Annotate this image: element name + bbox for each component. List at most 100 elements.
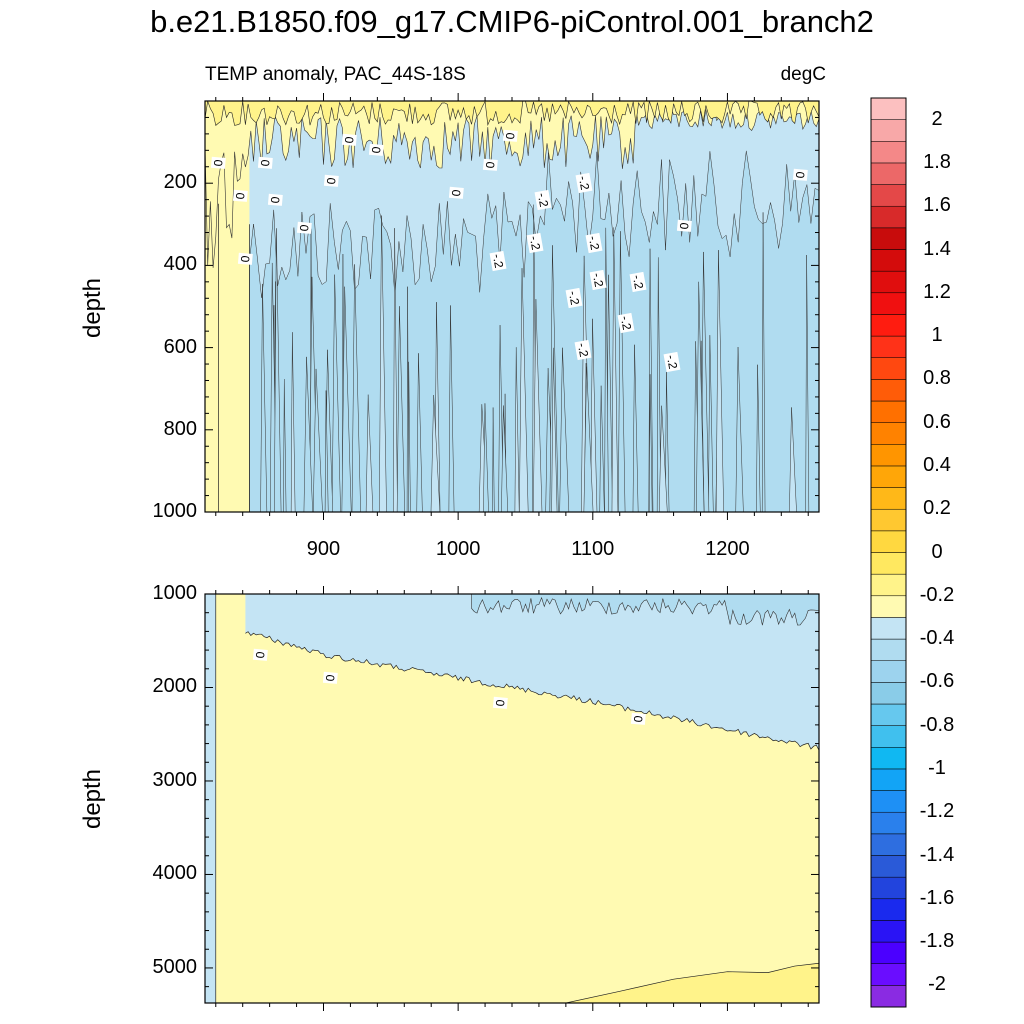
colorbar-tick-label: 0: [931, 540, 943, 563]
contour-streak: [632, 344, 639, 512]
colorbar-swatch: [870, 97, 907, 120]
colorbar-swatch: [870, 595, 907, 618]
lower-contour-label: 0: [631, 713, 647, 726]
colorbar-tick-label: -0.6: [919, 670, 955, 693]
upper-contour-label: -.2: [617, 312, 635, 334]
colorbar-swatch: [870, 227, 907, 250]
colorbar-swatch: [870, 314, 907, 337]
colorbar-swatch: [870, 357, 907, 380]
deep-positive-anomaly: [215, 594, 819, 1003]
contour-streak: [331, 274, 341, 512]
zero-contour-line: [245, 631, 819, 751]
colorbar-tick-label: 0.8: [923, 367, 951, 390]
contour-streak: [379, 215, 387, 512]
contour-streak: [393, 228, 398, 512]
upper-contour-label: -.2: [574, 339, 592, 360]
upper-y-tick-label: 600: [163, 335, 197, 358]
colorbar-swatch: [870, 573, 907, 597]
upper-contour-label: -.2: [534, 189, 552, 210]
colorbar-tick-label: -1.6: [919, 886, 955, 909]
contour-streak: [599, 385, 605, 512]
colorbar-swatch: [870, 963, 907, 986]
colorbar-tick-label: -2: [928, 973, 946, 996]
colorbar-tick-label: -0.4: [919, 627, 955, 650]
colorbar: [870, 97, 907, 1008]
colorbar-swatch: [870, 985, 907, 1008]
colorbar-swatch: [870, 487, 907, 510]
contour-streak: [260, 283, 268, 512]
upper-contour-label: 0: [676, 220, 692, 233]
contour-streak: [303, 356, 313, 512]
colorbar-swatch: [870, 617, 907, 640]
colorbar-swatch: [870, 379, 907, 402]
colorbar-swatch: [870, 747, 907, 770]
upper-contour-label: -.2: [589, 269, 607, 290]
contour-streak: [756, 364, 761, 512]
subtitle-units: degC: [780, 64, 826, 85]
colorbar-swatch: [870, 552, 907, 575]
colorbar-swatch: [870, 876, 907, 900]
contour-streak: [805, 255, 810, 512]
contour-streak: [696, 281, 705, 512]
contour-streak: [735, 347, 744, 512]
colorbar-swatch: [870, 682, 907, 705]
upper-contour-label: 0: [297, 222, 313, 235]
x-tick-label: 900: [306, 538, 341, 560]
colorbar-frame: [870, 97, 907, 1008]
lower-y-axis-label: depth: [79, 768, 106, 830]
lower-panel-plot: [205, 594, 819, 1003]
colorbar-swatch: [870, 898, 907, 921]
upper-contour-label: 0: [232, 189, 248, 202]
contour-streak: [559, 347, 570, 512]
colorbar-tick-label: -1.8: [919, 930, 955, 953]
contour-streak: [283, 379, 287, 512]
contour-streak: [761, 212, 766, 512]
contour-streak: [519, 268, 529, 512]
colorbar-tick-label: 1: [931, 324, 943, 347]
colorbar-swatch: [870, 725, 907, 748]
contour-streak: [658, 405, 668, 512]
colorbar-swatch: [870, 162, 907, 185]
upper-contour-label: 0: [792, 169, 808, 181]
colorbar-tick-label: 0.6: [923, 410, 951, 433]
contour-streak: [448, 305, 455, 512]
contour-streak: [351, 264, 361, 512]
contour-streak: [715, 250, 724, 512]
contour-streak: [312, 368, 323, 512]
negative-anomaly-region: [471, 594, 819, 626]
upper-contour-label: 0: [237, 253, 253, 266]
colorbar-swatch: [870, 833, 907, 856]
colorbar-swatch: [870, 941, 907, 964]
colorbar-swatch: [870, 855, 907, 878]
colorbar-tick-label: 1.8: [923, 150, 951, 173]
colorbar-swatch: [870, 811, 907, 835]
axes-frames: [204, 93, 820, 1011]
colorbar-swatch: [870, 119, 907, 142]
colorbar-tick-label: -0.2: [919, 583, 955, 606]
colorbar-swatch: [870, 920, 907, 943]
upper-contour-label: -.2: [565, 288, 583, 309]
colorbar-swatch: [870, 660, 907, 683]
upper-contour-label: 0: [211, 156, 226, 169]
upper-contour-label: -.2: [663, 351, 681, 373]
contour-streak: [618, 231, 626, 512]
contour-streak: [492, 407, 495, 512]
upper-contour-label: 0: [368, 144, 384, 157]
lower-y-tick-label: 1000: [152, 582, 198, 604]
colorbar-swatch: [870, 530, 907, 553]
colorbar-tick-label: 0.4: [923, 453, 951, 476]
contour-streak: [324, 390, 329, 512]
upper-contour-label: 0: [503, 129, 519, 142]
upper-contour-label: 0: [324, 175, 340, 188]
x-tick-label: 1100: [571, 538, 615, 560]
figure-title: b.e21.B1850.f09_g17.CMIP6-piControl.001_…: [150, 4, 874, 39]
contour-streak: [430, 395, 441, 512]
contour-streak: [590, 318, 598, 512]
upper-contour-label: 0: [341, 134, 357, 146]
upper-contour-label: -.2: [526, 232, 543, 253]
contour-streak: [341, 286, 352, 512]
colorbar-tick-label: 1.4: [923, 237, 951, 260]
colorbar-swatch: [870, 400, 907, 423]
upper-contour-label: -.2: [585, 232, 603, 253]
